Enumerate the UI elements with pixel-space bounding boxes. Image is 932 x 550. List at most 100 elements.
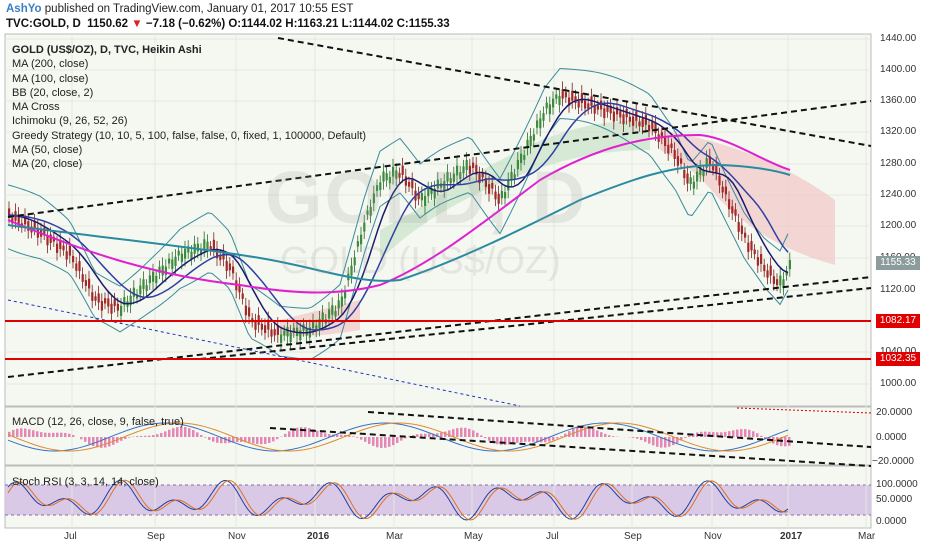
price-tick: 1440.00 [880, 33, 917, 44]
candle-body [596, 105, 599, 110]
macd-bar [188, 428, 191, 437]
macd-bar [372, 437, 375, 446]
watermark-name: GOLD (US$/OZ) [280, 240, 561, 282]
candle-body [203, 239, 206, 250]
candle-body [612, 111, 615, 122]
candle-body [132, 287, 135, 297]
candle-body [305, 328, 308, 336]
macd-bar [100, 437, 103, 448]
macd-bar [212, 437, 215, 442]
candle-body [232, 266, 235, 274]
macd-bar [460, 427, 463, 437]
macd-bar [500, 437, 503, 445]
trendline-upper-resistance [277, 37, 872, 147]
stoch-axis-bottom: 0.0000 [876, 516, 907, 527]
candle-body [155, 275, 158, 284]
price-tick: 1200.00 [880, 220, 917, 231]
cloud-red-2 [660, 130, 835, 265]
macd-bar [208, 437, 211, 440]
macd-bar [136, 436, 139, 437]
candle-body [616, 107, 619, 115]
macd-bar [392, 437, 395, 446]
author-link[interactable]: AshYo [6, 3, 42, 15]
candle-body [27, 221, 30, 231]
candle-body [264, 325, 267, 333]
candle-body [756, 257, 759, 266]
macd-bar [300, 427, 303, 437]
stoch-title[interactable]: Stoch RSI (3, 3, 14, 14, close) [12, 476, 159, 488]
level-badge-1032: 1032.35 [876, 352, 920, 366]
stoch-band [5, 485, 871, 515]
candle-body [603, 108, 606, 119]
candle-body [11, 218, 14, 224]
low-label: L: [341, 18, 353, 30]
macd-bar [64, 432, 67, 437]
macd-bar [428, 433, 431, 437]
macd-bar [520, 437, 523, 443]
candle-body [753, 249, 756, 255]
macd-title[interactable]: MACD (12, 26, close, 9, false, true) [12, 416, 184, 428]
macd-line [7, 422, 789, 452]
candle-body [769, 265, 772, 276]
candle-body [446, 171, 449, 182]
candle-body [433, 188, 436, 199]
candle-body [145, 285, 148, 291]
macd-bar [292, 429, 295, 437]
candle-body [49, 234, 52, 243]
candle-body [177, 250, 180, 256]
stoch-axis-top: 100.0000 [876, 479, 918, 490]
ma-200-line [7, 163, 791, 282]
candle-body [337, 300, 340, 309]
macd-bar [88, 437, 91, 445]
candle-body [593, 104, 596, 114]
legend-ma20[interactable]: MA (20, close) [12, 158, 83, 171]
trendline-channel-top [7, 100, 872, 218]
candle-body [248, 307, 251, 317]
candle-body [664, 136, 667, 147]
candle-body [705, 158, 708, 168]
legend-ma100[interactable]: MA (100, close) [12, 72, 89, 85]
candle-body [75, 263, 78, 271]
legend-ma200[interactable]: MA (200, close) [12, 58, 89, 71]
legend-bb[interactable]: BB (20, close, 2) [12, 86, 94, 99]
candle-body [526, 139, 529, 149]
macd-bar [252, 437, 255, 444]
legend-ichimoku[interactable]: Ichimoku (9, 26, 52, 26) [12, 115, 128, 128]
legend-greedy[interactable]: Greedy Strategy (10, 10, 5, 100, false, … [12, 129, 367, 142]
macd-bar [492, 437, 495, 443]
macd-bar [264, 437, 267, 444]
time-tick: 2017 [780, 531, 803, 542]
candle-body [667, 144, 670, 154]
candle-body [8, 208, 11, 217]
macd-bar [360, 437, 363, 440]
candle-body [334, 311, 337, 317]
candle-body [587, 103, 590, 109]
candle-body [750, 241, 753, 251]
macd-bar [640, 437, 643, 441]
macd-bar [184, 427, 187, 437]
candle-body [142, 279, 145, 289]
legend-ma-cross[interactable]: MA Cross [12, 101, 60, 114]
legend-ma50[interactable]: MA (50, close) [12, 144, 83, 157]
macd-bar [560, 436, 563, 437]
candle-body [254, 321, 257, 330]
macd-bar [152, 435, 155, 437]
macd-trendline-bottom [269, 427, 872, 467]
candle-body [718, 175, 721, 186]
price-tick: 1040.00 [880, 346, 916, 357]
price-tick: 1120.00 [880, 284, 916, 295]
macd-bar [672, 437, 675, 446]
macd-bar [304, 427, 307, 437]
legend-main[interactable]: GOLD (US$/OZ), D, TVC, Heikin Ashi [12, 44, 202, 56]
macd-bar [256, 437, 259, 444]
macd-bar [504, 437, 507, 445]
macd-bar [20, 428, 23, 437]
publish-line: AshYo published on TradingView.com, Janu… [6, 3, 353, 15]
candle-body [244, 305, 247, 316]
candle-body [299, 330, 302, 341]
candle-body [763, 264, 766, 272]
macd-bar [296, 427, 299, 437]
macd-bar [724, 431, 727, 437]
macd-bar [716, 432, 719, 437]
